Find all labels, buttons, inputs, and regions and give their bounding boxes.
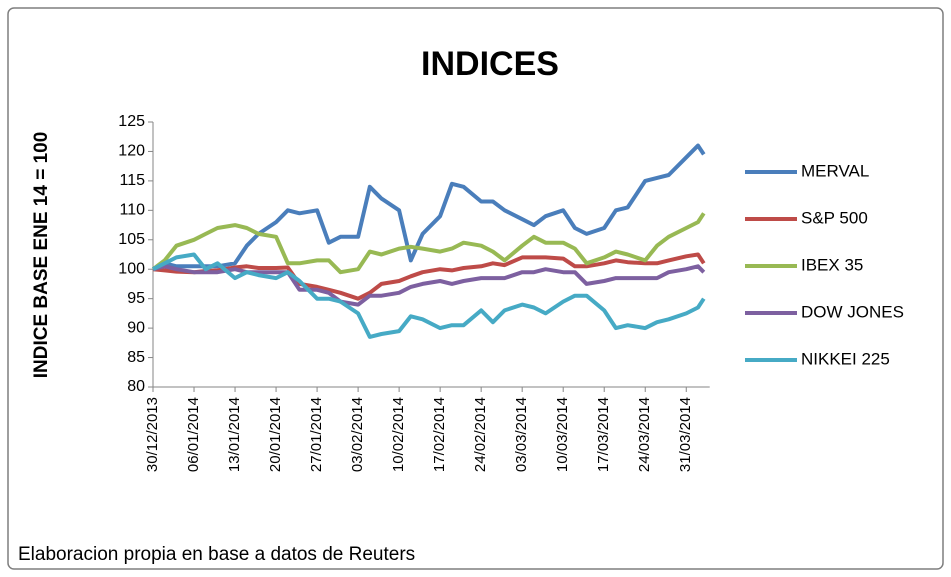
x-tick-label: 06/01/2014 xyxy=(185,397,202,472)
y-tick-label: 120 xyxy=(118,143,145,160)
y-tick-label: 90 xyxy=(127,319,145,336)
chart-title: INDICES xyxy=(421,45,559,83)
legend-label: S&P 500 xyxy=(801,208,868,227)
x-tick-label: 03/03/2014 xyxy=(513,397,530,472)
y-tick-label: 100 xyxy=(118,260,145,277)
legend-label: IBEX 35 xyxy=(801,255,863,274)
chart-border xyxy=(7,7,944,570)
series-line xyxy=(152,252,706,301)
x-tick-label: 24/03/2014 xyxy=(636,397,653,472)
legend-label: NIKKEI 225 xyxy=(801,349,890,368)
y-tick-label: 110 xyxy=(119,202,145,219)
y-tick-label: 95 xyxy=(127,290,145,307)
y-tick-label: 105 xyxy=(118,231,145,248)
x-tick-label: 10/03/2014 xyxy=(554,397,571,472)
x-tick-label: 13/01/2014 xyxy=(226,397,243,472)
legend-label: MERVAL xyxy=(801,161,869,180)
x-tick-label: 17/02/2014 xyxy=(431,397,448,472)
x-tick-label: 30/12/2013 xyxy=(144,397,161,472)
x-tick-label: 24/02/2014 xyxy=(472,397,489,472)
legend-label: DOW JONES xyxy=(801,302,904,321)
y-tick-label: 125 xyxy=(118,113,145,130)
x-tick-label: 03/02/2014 xyxy=(349,397,366,472)
x-tick-label: 17/03/2014 xyxy=(595,397,612,472)
x-tick-label: 27/01/2014 xyxy=(308,397,325,472)
series-line xyxy=(152,143,706,271)
caption: Elaboracion propia en base a datos de Re… xyxy=(18,544,415,565)
x-tick-label: 10/02/2014 xyxy=(390,397,407,472)
series-line xyxy=(152,252,706,339)
x-tick-label: 31/03/2014 xyxy=(677,397,694,472)
y-tick-label: 80 xyxy=(127,378,145,395)
x-tick-label: 20/01/2014 xyxy=(267,397,284,472)
series-line xyxy=(151,212,706,275)
y-tick-label: 115 xyxy=(119,172,145,189)
y-axis-label: INDICE BASE ENE 14 = 100 xyxy=(31,132,52,379)
y-tick-label: 85 xyxy=(127,349,145,366)
